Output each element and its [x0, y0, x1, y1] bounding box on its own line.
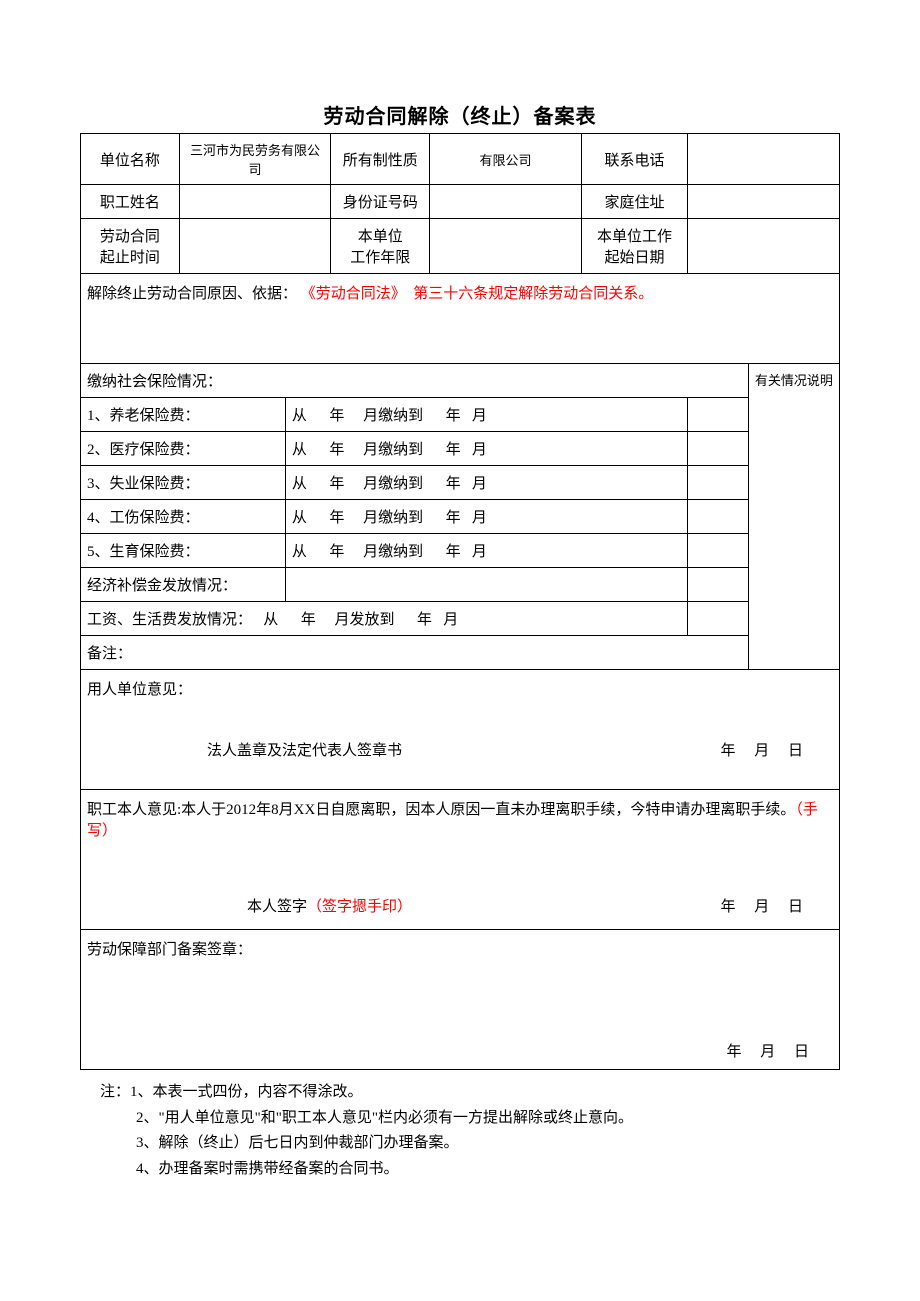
notes-section: 注：1、本表一式四份，内容不得涂改。 2、"用人单位意见"和"职工本人意见"栏内… — [80, 1080, 840, 1182]
insurance-label-4: 4、工伤保险费： — [81, 500, 286, 534]
employer-opinion-cell: 用人单位意见： 法人盖章及法定代表人签章书 年 月 日 — [81, 670, 840, 790]
notes-line-1: 注：1、本表一式四份，内容不得涂改。 — [100, 1080, 840, 1106]
header-row-3: 劳动合同 起止时间 本单位 工作年限 本单位工作 起始日期 — [81, 219, 840, 274]
employee-opinion-text: 本人于2012年8月XX日自愿离职，因本人原因一直未办理离职手续，今特申请办理离… — [181, 802, 795, 818]
notes-line-3: 3、解除（终止）后七日内到仲裁部门办理备案。 — [100, 1131, 840, 1157]
employee-signature-prefix: 本人签字 — [247, 899, 307, 915]
employee-name-value — [179, 185, 331, 219]
employer-opinion-row: 用人单位意见： 法人盖章及法定代表人签章书 年 月 日 — [81, 670, 840, 790]
insurance-range-3: 从 年 月缴纳到 年 月 — [285, 466, 687, 500]
insurance-row-5: 5、生育保险费： 从 年 月缴纳到 年 月 — [81, 534, 840, 568]
insurance-blank-5 — [688, 534, 749, 568]
dept-opinion-cell: 劳动保障部门备案签章： 年 月 日 — [81, 930, 840, 1070]
employee-opinion-prefix: 职工本人意见: — [87, 802, 181, 818]
insurance-blank-2 — [688, 432, 749, 466]
contract-period-value — [179, 219, 331, 274]
unit-name-value: 三河市为民劳务有限公司 — [179, 134, 331, 185]
id-label: 身份证号码 — [331, 185, 430, 219]
insurance-label-2: 2、医疗保险费： — [81, 432, 286, 466]
reason-prefix: 解除终止劳动合同原因、依据： — [87, 286, 297, 302]
document-title: 劳动合同解除（终止）备案表 — [80, 100, 840, 129]
remark-row: 备注： — [81, 636, 840, 670]
compensation-blank — [688, 568, 749, 602]
insurance-blank-1 — [688, 398, 749, 432]
reason-law: 《劳动合同法》 — [301, 286, 406, 302]
compensation-label: 经济补偿金发放情况： — [81, 568, 286, 602]
insurance-note-label: 有关情况说明 — [748, 364, 839, 670]
ownership-label: 所有制性质 — [331, 134, 430, 185]
dept-opinion-header: 劳动保障部门备案签章： — [87, 938, 833, 959]
address-label: 家庭住址 — [581, 185, 687, 219]
start-date-label: 本单位工作 起始日期 — [581, 219, 687, 274]
insurance-range-2: 从 年 月缴纳到 年 月 — [285, 432, 687, 466]
employer-date: 年 月 日 — [720, 739, 803, 760]
insurance-blank-4 — [688, 500, 749, 534]
insurance-header-row: 缴纳社会保险情况： 有关情况说明 — [81, 364, 840, 398]
insurance-range-4: 从 年 月缴纳到 年 月 — [285, 500, 687, 534]
insurance-blank-3 — [688, 466, 749, 500]
insurance-label-5: 5、生育保险费： — [81, 534, 286, 568]
employee-signature-red: （签字摁手印） — [307, 899, 412, 915]
employee-opinion-cell: 职工本人意见:本人于2012年8月XX日自愿离职，因本人原因一直未办理离职手续，… — [81, 790, 840, 930]
reason-cell: 解除终止劳动合同原因、依据： 《劳动合同法》 第三十六条规定解除劳动合同关系。 — [81, 274, 840, 364]
compensation-row: 经济补偿金发放情况： — [81, 568, 840, 602]
header-row-1: 单位名称 三河市为民劳务有限公司 所有制性质 有限公司 联系电话 — [81, 134, 840, 185]
insurance-range-5: 从 年 月缴纳到 年 月 — [285, 534, 687, 568]
employee-opinion-row: 职工本人意见:本人于2012年8月XX日自愿离职，因本人原因一直未办理离职手续，… — [81, 790, 840, 930]
employee-signature-block: 本人签字（签字摁手印） — [247, 895, 412, 916]
insurance-row-2: 2、医疗保险费： 从 年 月缴纳到 年 月 — [81, 432, 840, 466]
employer-opinion-header: 用人单位意见： — [87, 678, 833, 699]
reason-row: 解除终止劳动合同原因、依据： 《劳动合同法》 第三十六条规定解除劳动合同关系。 — [81, 274, 840, 364]
insurance-row-3: 3、失业保险费： 从 年 月缴纳到 年 月 — [81, 466, 840, 500]
salary-row: 工资、生活费发放情况： 从 年 月发放到 年 月 — [81, 602, 840, 636]
salary-label: 工资、生活费发放情况： 从 年 月发放到 年 月 — [81, 602, 688, 636]
employee-date: 年 月 日 — [720, 895, 803, 916]
employee-opinion-text-block: 职工本人意见:本人于2012年8月XX日自愿离职，因本人原因一直未办理离职手续，… — [87, 798, 833, 840]
years-label: 本单位 工作年限 — [331, 219, 430, 274]
insurance-row-1: 1、养老保险费： 从 年 月缴纳到 年 月 — [81, 398, 840, 432]
notes-line-4: 4、办理备案时需携带经备案的合同书。 — [100, 1157, 840, 1183]
insurance-range-1: 从 年 月缴纳到 年 月 — [285, 398, 687, 432]
notes-line-2: 2、"用人单位意见"和"职工本人意见"栏内必须有一方提出解除或终止意向。 — [100, 1106, 840, 1132]
employee-name-label: 职工姓名 — [81, 185, 180, 219]
address-value — [688, 185, 840, 219]
contract-period-label: 劳动合同 起止时间 — [81, 219, 180, 274]
phone-value — [688, 134, 840, 185]
main-table: 单位名称 三河市为民劳务有限公司 所有制性质 有限公司 联系电话 职工姓名 身份… — [80, 133, 840, 1070]
id-value — [430, 185, 582, 219]
insurance-label-3: 3、失业保险费： — [81, 466, 286, 500]
insurance-header: 缴纳社会保险情况： — [81, 364, 749, 398]
phone-label: 联系电话 — [581, 134, 687, 185]
compensation-value — [285, 568, 687, 602]
years-value — [430, 219, 582, 274]
header-row-2: 职工姓名 身份证号码 家庭住址 — [81, 185, 840, 219]
insurance-row-4: 4、工伤保险费： 从 年 月缴纳到 年 月 — [81, 500, 840, 534]
dept-date: 年 月 日 — [726, 1040, 809, 1061]
start-date-value — [688, 219, 840, 274]
unit-name-label: 单位名称 — [81, 134, 180, 185]
ownership-value: 有限公司 — [430, 134, 582, 185]
salary-blank — [688, 602, 749, 636]
insurance-label-1: 1、养老保险费： — [81, 398, 286, 432]
remark-label: 备注： — [81, 636, 749, 670]
reason-clause: 第三十六条规定解除劳动合同关系。 — [413, 286, 653, 302]
employer-signature: 法人盖章及法定代表人签章书 — [207, 739, 402, 760]
dept-opinion-row: 劳动保障部门备案签章： 年 月 日 — [81, 930, 840, 1070]
